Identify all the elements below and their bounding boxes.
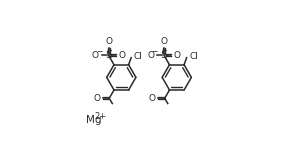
Text: Mg: Mg bbox=[86, 115, 102, 125]
Text: O: O bbox=[93, 94, 100, 103]
Text: O: O bbox=[147, 51, 154, 60]
Text: S: S bbox=[105, 50, 112, 60]
Text: S: S bbox=[160, 50, 168, 60]
Text: O: O bbox=[160, 37, 167, 46]
Text: O: O bbox=[92, 51, 99, 60]
Text: O: O bbox=[105, 37, 112, 46]
Text: Cl: Cl bbox=[134, 52, 142, 61]
Text: 2+: 2+ bbox=[94, 112, 107, 121]
Text: −: − bbox=[96, 48, 102, 57]
Text: Cl: Cl bbox=[189, 52, 198, 61]
Text: −: − bbox=[151, 48, 158, 57]
Text: O: O bbox=[118, 51, 125, 60]
Text: O: O bbox=[174, 51, 181, 60]
Text: O: O bbox=[148, 94, 156, 103]
